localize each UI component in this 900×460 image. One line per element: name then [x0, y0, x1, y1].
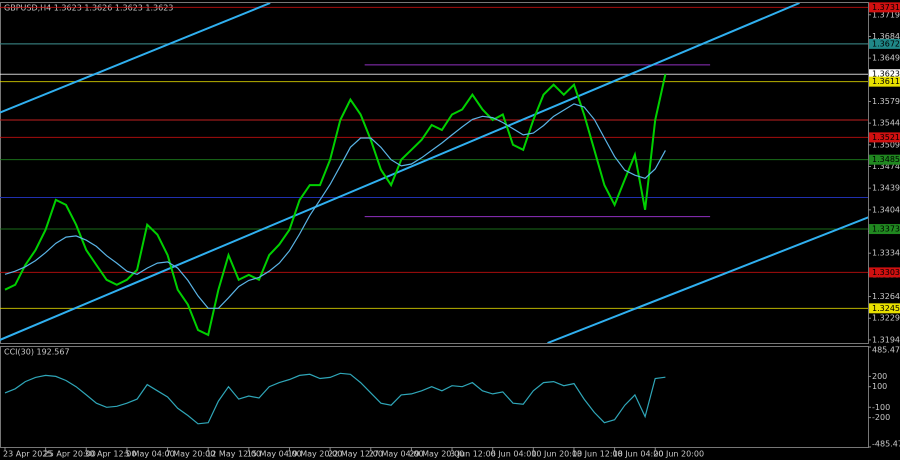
y-tick-label: 1.3509 — [872, 140, 900, 149]
cci-title: CCI(30) 192.567 — [4, 348, 70, 357]
level-box — [869, 267, 900, 278]
x-tick-label: 13 Jun 12:00 — [572, 450, 623, 459]
series-line — [4, 103, 666, 309]
level-box — [869, 38, 900, 49]
channel-line — [547, 216, 868, 343]
x-tick-label: 20 Jun 20:00 — [653, 450, 704, 459]
level-label: 1.3623 — [872, 70, 900, 79]
level-box — [869, 69, 900, 80]
level-label: 1.3245 — [872, 304, 900, 313]
y-tick-label: 1.3684 — [872, 32, 900, 41]
level-box — [869, 154, 900, 165]
price-plot — [0, 3, 868, 343]
y-tick-label: -100 — [872, 403, 890, 412]
level-box — [869, 303, 900, 314]
y-tick-label: -200 — [872, 413, 890, 422]
y-tick-label: 1.3474 — [872, 162, 900, 171]
y-tick-label: 100 — [872, 382, 887, 391]
y-tick-label: 1.3649 — [872, 54, 900, 63]
series-line — [4, 372, 666, 425]
cci-frame — [0, 346, 869, 448]
x-tick-label: 15 May 04:00 — [247, 450, 302, 459]
x-tick-label: 27 May 04:00 — [369, 450, 424, 459]
x-tick-label: 7 May 20:00 — [166, 450, 216, 459]
y-tick-label: 1.3229 — [872, 314, 900, 323]
y-tick-label: 1.3404 — [872, 205, 900, 214]
y-tick-label: 1.3544 — [872, 119, 900, 128]
level-box — [869, 224, 900, 235]
x-tick-label: 5 May 04:00 — [125, 450, 175, 459]
y-tick-label: 1.3334 — [872, 249, 900, 258]
level-label: 1.3731 — [872, 3, 900, 12]
x-tick-label: 22 May 12:00 — [328, 450, 383, 459]
channel-line — [0, 3, 271, 114]
x-tick-label: 10 Jun 20:00 — [531, 450, 582, 459]
x-tick-label: 6 Jun 04:00 — [491, 450, 537, 459]
level-label: 1.3485 — [872, 155, 900, 164]
level-box — [869, 132, 900, 143]
level-box — [869, 2, 900, 13]
y-tick-label: 1.3194 — [872, 335, 900, 344]
level-box — [869, 76, 900, 87]
x-tick-label: 3 Jun 12:00 — [450, 450, 496, 459]
y-tick-label: 1.3264 — [872, 292, 900, 301]
x-tick-label: 29 May 20:00 — [409, 450, 464, 459]
x-tick-label: 12 May 12:00 — [206, 450, 261, 459]
level-label: 1.3672 — [872, 39, 900, 48]
x-tick-label: 23 Apr 2025 — [3, 450, 52, 459]
level-label: 1.3521 — [872, 133, 900, 142]
level-label: 1.3373 — [872, 225, 900, 234]
y-tick-label: 1.3719 — [872, 10, 900, 19]
y-tick-label: -485.4768 — [872, 440, 900, 449]
level-label: 1.3303 — [872, 268, 900, 277]
x-tick-label: 19 May 20:00 — [287, 450, 342, 459]
y-tick-label: 485.4768 — [872, 346, 900, 355]
level-label: 1.3611 — [872, 77, 900, 86]
series-line — [4, 73, 667, 337]
channel-line — [0, 3, 800, 341]
x-tick-label: 25 Apr 20:00 — [44, 450, 96, 459]
price-frame — [0, 2, 869, 344]
chart-title: GBPUSD,H4 1.3623 1.3626 1.3623 1.3623 — [4, 4, 173, 13]
y-tick-label: 200 — [872, 372, 887, 381]
y-tick-label: 1.3579 — [872, 97, 900, 106]
x-tick-label: 30 Apr 12:00 — [84, 450, 136, 459]
x-tick-label: 18 Jun 04:00 — [613, 450, 664, 459]
cci-plot — [4, 372, 666, 425]
y-tick-label: 1.3439 — [872, 184, 900, 193]
